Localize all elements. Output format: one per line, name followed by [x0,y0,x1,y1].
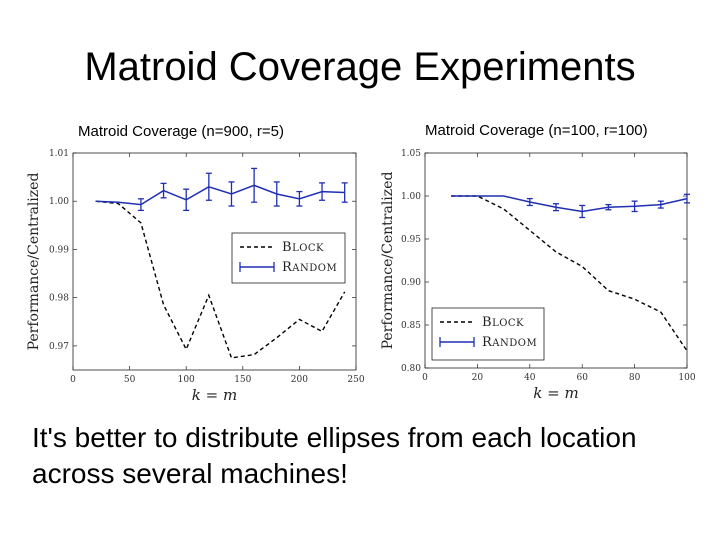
y-tick-label: 1.05 [401,149,421,159]
x-tick-label: 250 [347,375,364,385]
chart-left: 0 50 100 150 200 250 0.97 0.98 0.99 1.00 1.01 k = m… [26,149,365,404]
slide-title: Matroid Coverage Experiments [84,45,636,89]
x-tick-label: 150 [234,375,251,385]
y-axis-label: Performance/Centralized [380,172,396,350]
series-line-random [95,184,345,206]
x-tick-label: 0 [70,375,76,385]
legend-label-random: RANDOM [482,335,537,350]
chart-title-left: Matroid Coverage (n=900, r=5) [78,123,284,140]
legend-box [431,307,545,361]
x-tick-label: 60 [576,373,588,383]
caption-text: It's better to distribute ellipses from … [32,422,637,489]
x-tick-label: 20 [472,373,484,383]
y-tick-label: 0.99 [49,245,69,255]
x-tick-label: 40 [524,373,536,383]
y-tick-label: 0.97 [49,342,69,352]
y-tick-label: 1.00 [49,197,69,207]
legend-label-block: BLOCK [482,315,524,330]
x-tick-label: 0 [422,373,428,383]
y-tick-label: 0.90 [401,278,421,288]
x-tick-label: 80 [629,373,641,383]
x-axis-label: k = m [192,386,237,404]
y-tick-label: 1.01 [49,149,69,159]
series-line-random [451,195,688,213]
y-tick-label: 0.95 [401,235,421,245]
x-tick-label: 200 [291,375,308,385]
x-axis-label: k = m [533,384,578,402]
y-tick-label: 0.80 [401,364,421,374]
x-tick-label: 50 [124,375,136,385]
legend-label-block: BLOCK [282,240,324,255]
x-tick-label: 100 [178,375,195,385]
x-tick-label: 100 [678,373,695,383]
legend-label-random: RANDOM [282,260,337,275]
chart-right: 0 20 40 60 80 100 0.80 0.85 0.90 0.95 1.00 1.05 k = … [380,149,696,402]
y-tick-label: 0.98 [49,294,69,304]
legend-box [231,232,346,284]
chart-title-right: Matroid Coverage (n=100, r=100) [425,122,648,139]
y-axis-label: Performance/Centralized [26,173,42,351]
y-tick-label: 0.85 [401,321,421,331]
y-tick-label: 1.00 [401,192,421,202]
